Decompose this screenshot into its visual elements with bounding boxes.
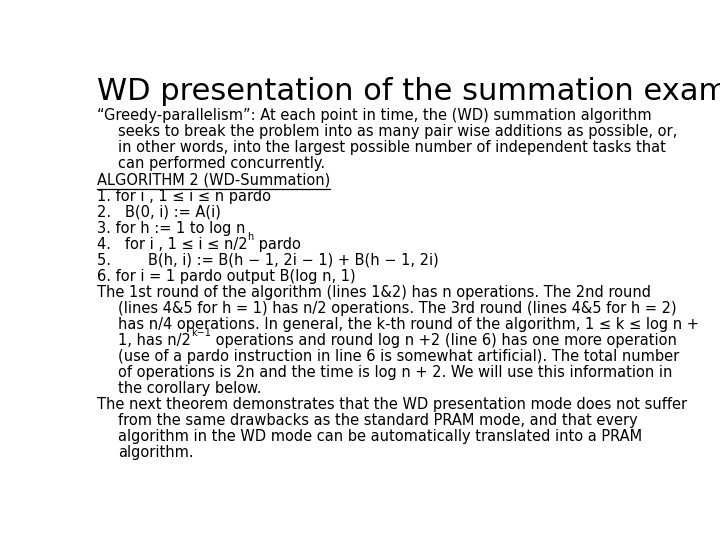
Text: algorithm in the WD mode can be automatically translated into a PRAM: algorithm in the WD mode can be automati… <box>118 429 642 444</box>
Text: from the same drawbacks as the standard PRAM mode, and that every: from the same drawbacks as the standard … <box>118 413 638 428</box>
Text: has n/4 operations. In general, the k-th round of the algorithm, 1 ≤ k ≤ log n +: has n/4 operations. In general, the k-th… <box>118 316 699 332</box>
Text: ALGORITHM 2 (WD-Summation): ALGORITHM 2 (WD-Summation) <box>96 172 330 187</box>
Text: (use of a pardo instruction in line 6 is somewhat artificial). The total number: (use of a pardo instruction in line 6 is… <box>118 349 679 363</box>
Text: of operations is 2n and the time is log n + 2. We will use this information in: of operations is 2n and the time is log … <box>118 364 672 380</box>
Text: 1. for i , 1 ≤ i ≤ n pardo: 1. for i , 1 ≤ i ≤ n pardo <box>96 188 271 204</box>
Text: seeks to break the problem into as many pair wise additions as possible, or,: seeks to break the problem into as many … <box>118 124 677 139</box>
Text: algorithm.: algorithm. <box>118 444 194 460</box>
Text: The next theorem demonstrates that the WD presentation mode does not suffer: The next theorem demonstrates that the W… <box>96 396 687 411</box>
Text: in other words, into the largest possible number of independent tasks that: in other words, into the largest possibl… <box>118 140 666 156</box>
Text: h: h <box>248 232 253 241</box>
Text: 6. for i = 1 pardo output B(log n, 1): 6. for i = 1 pardo output B(log n, 1) <box>96 268 356 284</box>
Text: 2.   B(0, i) := A(i): 2. B(0, i) := A(i) <box>96 205 220 219</box>
Text: 4.   for i , 1 ≤ i ≤ n/2: 4. for i , 1 ≤ i ≤ n/2 <box>96 237 248 252</box>
Text: operations and round log n +2 (line 6) has one more operation: operations and round log n +2 (line 6) h… <box>211 333 677 348</box>
Text: (lines 4&5 for h = 1) has n/2 operations. The 3rd round (lines 4&5 for h = 2): (lines 4&5 for h = 1) has n/2 operations… <box>118 301 677 315</box>
Text: pardo: pardo <box>253 237 300 252</box>
Text: The 1st round of the algorithm (lines 1&2) has n operations. The 2nd round: The 1st round of the algorithm (lines 1&… <box>96 285 651 300</box>
Text: 1, has n/2: 1, has n/2 <box>118 333 191 348</box>
Text: 5.        B(h, i) := B(h − 1, 2i − 1) + B(h − 1, 2i): 5. B(h, i) := B(h − 1, 2i − 1) + B(h − 1… <box>96 253 438 267</box>
Text: the corollary below.: the corollary below. <box>118 381 261 396</box>
Text: k−1: k−1 <box>191 328 211 338</box>
Text: “Greedy-parallelism”: At each point in time, the (WD) summation algorithm: “Greedy-parallelism”: At each point in t… <box>96 109 652 124</box>
Text: can performed concurrently.: can performed concurrently. <box>118 157 325 172</box>
Text: 3. for h := 1 to log n: 3. for h := 1 to log n <box>96 220 245 235</box>
Text: WD presentation of the summation example: WD presentation of the summation example <box>96 77 720 106</box>
